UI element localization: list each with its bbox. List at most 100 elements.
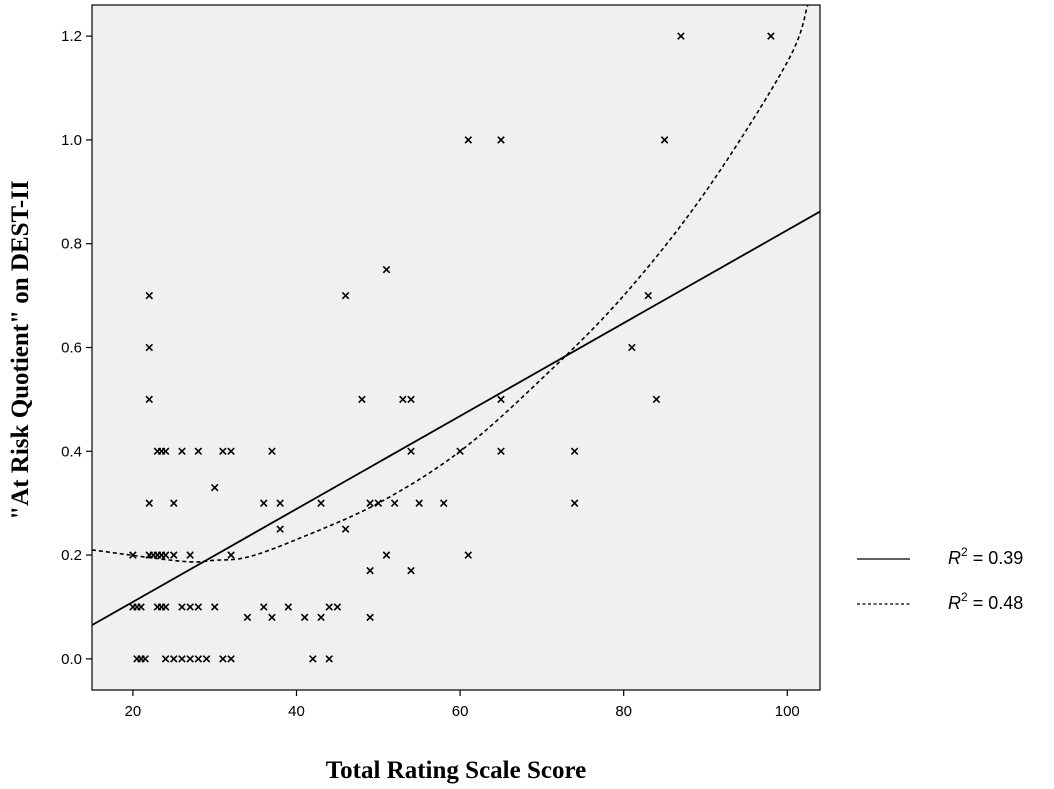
data-point	[178, 655, 186, 663]
data-point	[268, 447, 276, 456]
data-point	[390, 499, 399, 507]
data-point	[170, 499, 178, 507]
legend-label-cubic: R2 = 0.48	[948, 590, 1023, 613]
data-point	[268, 613, 276, 622]
data-point	[628, 343, 636, 352]
x-tick-label: 80	[615, 703, 632, 720]
data-point	[276, 525, 284, 533]
data-point	[194, 603, 203, 611]
data-point	[366, 499, 374, 507]
data-point	[145, 291, 154, 300]
data-point	[276, 499, 284, 507]
y-tick-label: 0.0	[61, 651, 82, 668]
data-point	[677, 32, 685, 40]
data-point	[464, 551, 473, 559]
data-point	[243, 613, 252, 622]
data-point	[570, 499, 579, 507]
data-point	[644, 291, 652, 300]
y-axis-title: "At Risk Quotient" on DEST-II	[7, 180, 34, 519]
data-point	[145, 343, 154, 352]
data-point	[186, 603, 194, 611]
data-point	[178, 603, 186, 611]
data-point	[415, 499, 423, 507]
x-tick-label: 100	[775, 703, 800, 720]
y-tick-label: 0.2	[61, 547, 82, 564]
y-tick-label: 0.6	[61, 340, 82, 357]
data-point	[407, 395, 415, 404]
legend-value: = 0.48	[968, 593, 1024, 613]
data-point	[407, 566, 415, 575]
x-tick-label: 60	[452, 703, 469, 720]
data-point	[227, 655, 235, 663]
data-point	[137, 603, 145, 611]
y-tick-label: 0.8	[61, 236, 82, 253]
data-point	[178, 447, 186, 456]
data-point	[145, 395, 154, 404]
data-point	[366, 613, 374, 622]
data-point	[284, 603, 293, 611]
data-point	[341, 525, 350, 533]
legend-superscript: 2	[961, 590, 968, 604]
data-point	[325, 603, 333, 611]
data-point	[202, 655, 211, 663]
data-point	[219, 447, 227, 456]
y-tick-label: 1.2	[61, 28, 82, 45]
legend: R2 = 0.39 R2 = 0.48	[857, 545, 1023, 613]
data-point	[161, 447, 170, 456]
data-point	[358, 395, 366, 404]
data-point	[309, 655, 317, 663]
data-point	[210, 603, 219, 611]
fit-lines	[92, 5, 820, 626]
legend-value: = 0.39	[968, 548, 1024, 568]
data-point	[227, 447, 235, 456]
data-point	[767, 32, 775, 40]
legend-r-symbol: R	[948, 548, 961, 568]
linear-fit-line	[92, 210, 820, 626]
x-tick-label: 40	[288, 703, 305, 720]
data-point	[570, 447, 579, 456]
legend-label-linear: R2 = 0.39	[948, 545, 1023, 568]
data-point	[341, 291, 350, 300]
data-point	[161, 551, 170, 559]
data-point	[186, 655, 194, 663]
data-point	[194, 655, 203, 663]
data-point	[227, 551, 235, 559]
data-point	[439, 499, 448, 507]
data-point	[194, 447, 203, 456]
data-point	[333, 603, 342, 611]
x-axis-ticks: 20 40 60 80 100	[125, 690, 800, 720]
data-point	[317, 613, 325, 622]
data-point	[325, 655, 333, 663]
data-point	[260, 499, 268, 507]
y-tick-label: 0.4	[61, 443, 82, 460]
data-point	[660, 136, 669, 144]
data-point	[186, 551, 194, 559]
data-point	[399, 395, 407, 404]
data-point	[497, 136, 505, 144]
plot-area	[91, 4, 821, 691]
data-point	[374, 499, 383, 507]
data-point	[170, 655, 178, 663]
data-point	[161, 655, 170, 663]
data-point	[141, 655, 149, 663]
data-point	[260, 603, 268, 611]
data-point	[317, 499, 325, 507]
y-axis-ticks: 0.0 0.2 0.4 0.6 0.8 1.0 1.2	[61, 28, 92, 668]
data-point	[497, 395, 505, 404]
data-point	[210, 483, 219, 492]
data-point	[464, 136, 473, 144]
data-point	[652, 395, 661, 404]
x-axis-title: Total Rating Scale Score	[326, 757, 586, 784]
data-point	[407, 447, 415, 456]
x-tick-label: 20	[125, 703, 142, 720]
data-point	[170, 551, 178, 559]
legend-superscript: 2	[961, 545, 968, 559]
data-point	[129, 551, 137, 559]
data-point	[382, 551, 391, 559]
data-point	[161, 603, 170, 611]
cubic-fit-line	[92, 5, 809, 563]
data-point	[145, 499, 154, 507]
legend-r-symbol: R	[948, 593, 961, 613]
data-point	[497, 447, 505, 456]
